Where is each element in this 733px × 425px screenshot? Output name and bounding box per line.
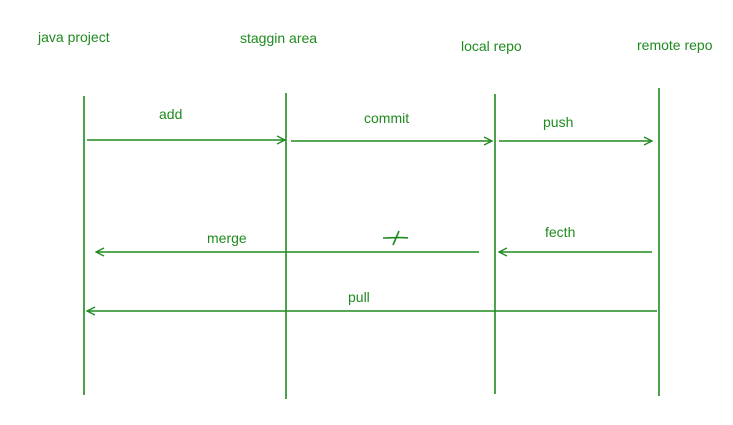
lane-label-java-project: java project [38,29,110,45]
lane-label-remote-repo: remote repo [637,37,713,53]
arrow-label-pull: pull [348,289,370,305]
arrow-label-fetch: fecth [545,224,576,240]
lane-label-local-repo: local repo [461,38,522,54]
arrow-label-push: push [543,114,574,130]
arrow-label-commit: commit [364,110,410,126]
arrow-label-add: add [159,106,183,122]
arrow-label-merge: merge [207,230,247,246]
lane-label-staging-area: staggin area [240,30,318,46]
plus-mark [382,230,409,246]
